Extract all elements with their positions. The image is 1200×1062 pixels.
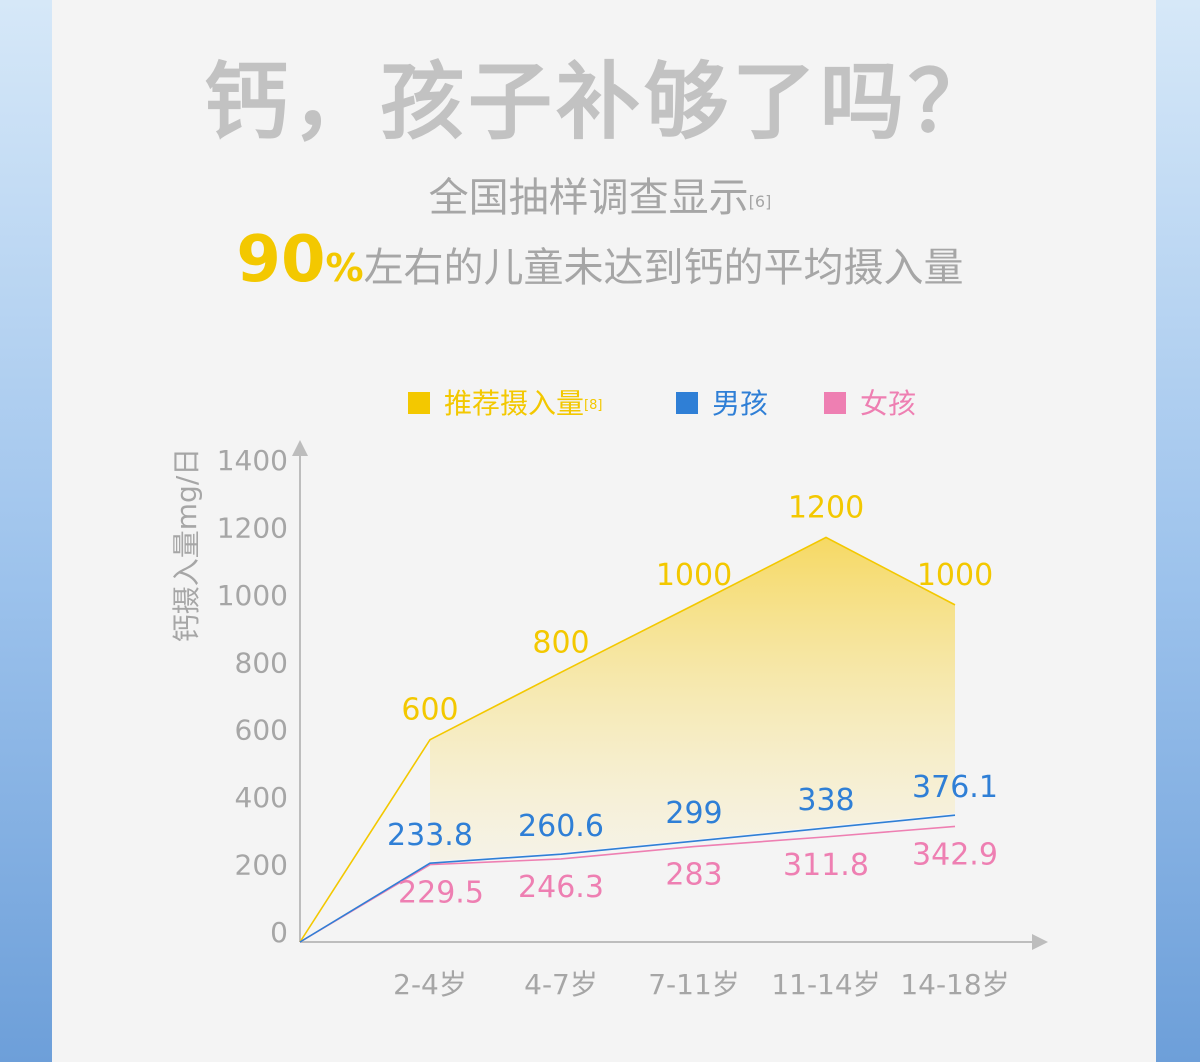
x-tick-label: 4-7岁 xyxy=(524,968,598,1001)
subtitle: 全国抽样调查显示[6] xyxy=(0,170,1200,226)
subtitle-reference: [6] xyxy=(748,192,772,211)
x-tick-label: 11-14岁 xyxy=(771,968,880,1001)
left-background-strip xyxy=(0,0,52,1062)
boys-value-label: 260.6 xyxy=(518,809,604,844)
legend-item-recommended: 推荐摄入量[8] xyxy=(408,384,602,424)
chart-axes: 0 200 400 600 800 1000 1200 1400 钙摄入量mg/日 2-4岁 4-7… xyxy=(170,440,1048,1001)
content-panel xyxy=(52,0,1156,1062)
x-tick-label: 7-11岁 xyxy=(648,968,740,1001)
recommended-line xyxy=(299,536,956,943)
recommended-value-label: 1200 xyxy=(788,490,864,525)
subtitle-text: 全国抽样调查显示 xyxy=(428,175,749,221)
x-axis-arrow xyxy=(1032,934,1048,950)
legend-item-girls: 女孩 xyxy=(824,384,916,424)
boys-value-label: 376.1 xyxy=(912,770,998,805)
y-tick-label: 200 xyxy=(235,849,288,882)
recommended-value-label: 600 xyxy=(401,693,458,728)
recommended-value-label: 800 xyxy=(532,625,589,660)
headline-text: 左右的儿童未达到钙的平均摄入量 xyxy=(363,245,964,291)
recommended-area xyxy=(430,537,955,862)
x-tick-label: 2-4岁 xyxy=(393,968,467,1001)
legend-swatch-boys xyxy=(676,392,698,414)
y-axis-title: 钙摄入量mg/日 xyxy=(170,448,203,642)
girls-value-label: 342.9 xyxy=(912,837,998,872)
boys-value-label: 233.8 xyxy=(387,818,473,853)
girls-value-label: 283 xyxy=(665,858,722,893)
data-labels: 600 800 1000 1200 1000 233.8 260.6 299 338 376.1 2… xyxy=(387,490,998,910)
girls-value-label: 246.3 xyxy=(518,870,604,905)
y-tick-label: 1000 xyxy=(217,579,288,612)
series-lines xyxy=(299,536,956,943)
headline: 90%左右的儿童未达到钙的平均摄入量 xyxy=(0,228,1200,300)
y-tick-label: 400 xyxy=(235,781,288,814)
legend-label-recommended: 推荐摄入量 xyxy=(444,387,585,420)
y-tick-label: 800 xyxy=(235,646,288,679)
recommended-area-fill xyxy=(430,537,955,862)
y-tick-label: 600 xyxy=(235,714,288,747)
y-tick-label: 1400 xyxy=(217,444,288,477)
legend-reference-recommended: [8] xyxy=(584,398,603,413)
chart-legend: 推荐摄入量[8] 男孩 女孩 xyxy=(0,384,1200,424)
girls-value-label: 229.5 xyxy=(398,876,484,911)
legend-item-boys: 男孩 xyxy=(676,384,768,424)
right-background-strip xyxy=(1156,0,1200,1062)
y-tick-label: 0 xyxy=(270,916,288,949)
girls-line xyxy=(299,825,956,943)
boys-line xyxy=(299,814,956,943)
headline-percent-symbol: % xyxy=(325,246,364,290)
boys-value-label: 338 xyxy=(797,783,854,818)
boys-value-label: 299 xyxy=(665,796,722,831)
x-tick-label: 14-18岁 xyxy=(900,968,1009,1001)
legend-swatch-girls xyxy=(824,392,846,414)
y-axis-arrow xyxy=(292,440,308,456)
recommended-value-label: 1000 xyxy=(656,558,732,593)
legend-label-girls: 女孩 xyxy=(860,387,917,420)
headline-percent: 90 xyxy=(236,223,326,297)
y-tick-label: 1200 xyxy=(217,511,288,544)
legend-label-boys: 男孩 xyxy=(712,387,769,420)
legend-swatch-recommended xyxy=(408,392,430,414)
recommended-value-label: 1000 xyxy=(917,558,993,593)
page-title: 钙，孩子补够了吗？ xyxy=(203,53,996,151)
girls-value-label: 311.8 xyxy=(783,848,869,883)
